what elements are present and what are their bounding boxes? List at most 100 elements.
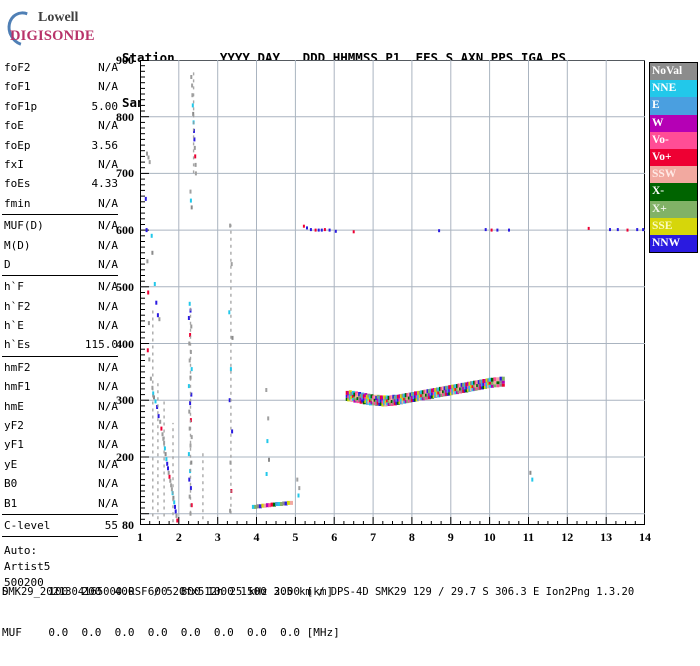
echo-point: [451, 388, 455, 392]
echo-point: [393, 395, 397, 400]
echo-point: [490, 384, 494, 388]
echo-point: [286, 500, 290, 505]
echo-point: [496, 228, 499, 232]
param-name: B1: [4, 496, 18, 510]
y-axis-labels: 80 200 300 400 500 600 700 800 900: [100, 52, 136, 537]
param-name: yE: [4, 457, 18, 471]
echo-point: [434, 388, 438, 392]
echo-point: [265, 388, 268, 392]
echo-point: [387, 403, 391, 406]
echo-point: [361, 392, 365, 397]
echo-point: [448, 392, 452, 396]
echo-point: [390, 403, 394, 406]
y-tick-label: 800: [116, 109, 134, 124]
echo-point: [482, 386, 486, 389]
echo-point: [265, 503, 269, 508]
echo-point: [434, 395, 438, 398]
x-tick-label: 10: [483, 530, 496, 544]
param-name: C-level: [4, 518, 51, 532]
param-name: yF1: [4, 438, 24, 452]
echo-point: [323, 228, 326, 232]
legend-item-nnw[interactable]: NNW: [650, 234, 697, 253]
echo-point: [317, 228, 320, 232]
echo-point: [457, 390, 461, 394]
echo-point: [462, 386, 466, 390]
echo-point: [145, 228, 148, 233]
echo-point: [290, 500, 293, 505]
echo-point: [437, 387, 441, 392]
x-tick-label: 13: [600, 530, 613, 544]
param-value: N/A: [98, 477, 118, 491]
echo-point: [334, 229, 337, 233]
echo-point: [149, 376, 152, 381]
echo-point: [265, 472, 268, 476]
echo-point: [434, 392, 438, 395]
echo-point: [428, 389, 431, 394]
legend-item-x[interactable]: X+: [650, 200, 697, 218]
echo-point: [468, 388, 472, 392]
echo-point: [370, 398, 374, 402]
legend-item-e[interactable]: E: [650, 97, 697, 115]
echo-point: [440, 390, 444, 394]
echo-point: [162, 436, 165, 441]
echo-point: [297, 493, 300, 498]
param-name: h`F: [4, 280, 24, 294]
echo-point: [428, 396, 431, 400]
echo-point: [465, 386, 469, 390]
echo-point: [457, 383, 461, 388]
echo-point: [421, 397, 425, 401]
echo-point: [190, 324, 193, 329]
legend-item-vo[interactable]: Vo+: [650, 148, 697, 167]
echo-point: [157, 414, 160, 419]
echo-point: [356, 397, 360, 401]
echo-point: [348, 390, 352, 395]
echo-point: [163, 446, 166, 451]
echo-point: [381, 396, 385, 401]
echo-point: [468, 385, 472, 389]
echo-point: [462, 389, 466, 393]
echo-point: [277, 502, 281, 506]
echo-point: [424, 396, 428, 400]
ionogram-plot[interactable]: [140, 60, 645, 525]
echo-point: [188, 409, 191, 414]
ionogram-page: Lowell DIGISONDE Station YYYY DAY DDD HH…: [1, 5, 698, 639]
legend-item-x[interactable]: X-: [650, 183, 697, 201]
param-value: N/A: [98, 157, 118, 171]
legend-item-noval[interactable]: NoVal: [650, 63, 697, 81]
legend-item-w[interactable]: W: [650, 114, 697, 132]
echo-point: [488, 384, 492, 388]
param-name: foEp: [4, 138, 31, 152]
param-value: N/A: [98, 360, 118, 374]
echo-point: [266, 439, 269, 444]
param-row-hme: hmE N/A: [2, 397, 120, 416]
echo-point: [420, 390, 424, 395]
echo-point: [404, 393, 408, 398]
echo-point: [488, 377, 492, 382]
echo-point: [147, 321, 150, 326]
echo-point: [229, 508, 232, 513]
legend-item-nne[interactable]: NNE: [650, 80, 697, 98]
echo-point: [609, 228, 611, 232]
echo-point: [189, 486, 192, 491]
legend-item-sse[interactable]: SSE: [650, 217, 697, 235]
echo-point: [404, 400, 408, 404]
echo-point: [499, 380, 503, 384]
param-row-fxi: fxI N/A: [2, 155, 120, 174]
echo-point: [480, 379, 484, 384]
echo-point: [440, 393, 444, 397]
param-value: 3.56: [91, 138, 119, 152]
param-name: fxI: [4, 157, 24, 171]
echo-point: [364, 400, 368, 404]
echo-point: [231, 335, 234, 340]
legend-item-vo[interactable]: Vo-: [650, 131, 697, 149]
echo-point: [437, 391, 441, 395]
echo-point: [379, 399, 383, 403]
legend-item-ssw[interactable]: SSW: [650, 166, 697, 184]
echo-point: [378, 403, 382, 406]
echo-point: [414, 395, 417, 399]
echo-point: [490, 228, 493, 232]
echo-point: [194, 171, 197, 176]
param-row-b1: B1 N/A: [2, 494, 120, 513]
echo-point: [460, 386, 464, 390]
param-row-yf2: yF2 N/A: [2, 416, 120, 435]
